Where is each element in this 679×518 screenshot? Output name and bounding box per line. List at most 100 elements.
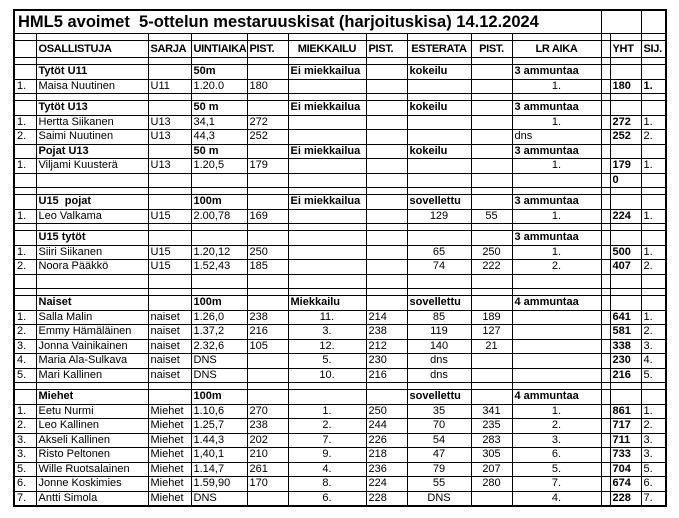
total-cell: 500 xyxy=(609,244,642,260)
swim-points-cell xyxy=(246,288,289,296)
spacer-cell xyxy=(600,309,611,325)
rank-cell xyxy=(13,223,37,231)
swim-time-cell: 1.20,12 xyxy=(190,244,248,260)
place-cell: 5. xyxy=(640,461,667,477)
spacer-cell xyxy=(600,490,611,507)
section-row: Miehet 100m sovellettu 4 ammuntaa xyxy=(13,389,667,405)
fencing-points-cell xyxy=(365,78,408,94)
fencing-cell xyxy=(287,208,367,224)
obstacle-points-cell xyxy=(470,78,513,94)
obstacle-cell: sovellettu xyxy=(406,389,472,405)
sarja-cell: Miehet xyxy=(147,476,192,492)
name-cell: Maisa Nuutinen xyxy=(35,78,149,94)
laser-run-cell: 7. xyxy=(511,476,602,492)
place-cell: 2. xyxy=(640,259,667,275)
fencing-cell: 12. xyxy=(287,338,367,354)
total-cell: 717 xyxy=(609,418,642,434)
table-row xyxy=(13,273,667,289)
name-cell: Noora Pääkkö xyxy=(35,259,149,275)
swim-time-cell xyxy=(190,172,248,188)
swim-points-cell: 250 xyxy=(246,244,289,260)
sarja-cell xyxy=(147,230,192,246)
swim-points-cell: 252 xyxy=(246,129,289,145)
swim-time-cell: 1.59,90 xyxy=(190,476,248,492)
rank-cell: 2. xyxy=(13,418,37,434)
place-cell xyxy=(640,230,667,246)
swim-time-cell xyxy=(190,33,248,41)
swim-points-cell: 238 xyxy=(246,418,289,434)
obstacle-cell: 54 xyxy=(406,432,472,448)
rank-cell: 1. xyxy=(13,244,37,260)
laser-run-cell xyxy=(511,33,602,41)
name-cell: Tytöt U13 xyxy=(35,100,149,116)
spacer-cell xyxy=(600,57,611,65)
rank-cell xyxy=(13,93,37,101)
obstacle-cell xyxy=(406,187,472,195)
section-row: U15 tytöt 3 ammuntaa xyxy=(13,230,667,246)
swim-points-cell xyxy=(246,382,289,390)
total-cell: 338 xyxy=(609,338,642,354)
fencing-points-cell: 244 xyxy=(365,418,408,434)
rank-cell xyxy=(13,100,37,116)
sarja-cell: naiset xyxy=(147,324,192,340)
swim-points-cell: 270 xyxy=(246,403,289,419)
name-cell: U15 pojat xyxy=(35,194,149,210)
swim-time-cell xyxy=(190,288,248,296)
fencing-points-cell xyxy=(365,223,408,231)
obstacle-cell xyxy=(406,288,472,296)
swim-time-cell: 100m xyxy=(190,194,248,210)
spacer-cell xyxy=(600,389,611,405)
name-cell xyxy=(35,93,149,101)
sarja-cell: naiset xyxy=(147,367,192,383)
name-cell: Saimi Nuutinen xyxy=(35,129,149,145)
rank-cell xyxy=(13,194,37,210)
column-header: ESTERATA xyxy=(406,40,472,58)
spacer-cell xyxy=(600,288,611,296)
obstacle-points-cell: 250 xyxy=(470,244,513,260)
swim-points-cell xyxy=(246,143,289,159)
table-row: 4. Maria Ala-Sulkava naiset DNS 5. 230 dns 230 4… xyxy=(13,353,667,369)
obstacle-cell xyxy=(406,172,472,188)
rank-cell xyxy=(13,64,37,80)
swim-points-cell xyxy=(246,389,289,405)
fencing-cell xyxy=(287,93,367,101)
fencing-cell xyxy=(287,114,367,130)
name-cell xyxy=(35,57,149,65)
rank-cell: 1. xyxy=(13,158,37,174)
swim-time-cell xyxy=(190,57,248,65)
total-cell: 272 xyxy=(609,114,642,130)
spacer-row xyxy=(13,288,667,296)
results-sheet: HML5 avoimet 5-ottelun mestaruuskisat (h… xyxy=(13,9,668,507)
rank-cell xyxy=(13,172,37,188)
obstacle-cell: 47 xyxy=(406,447,472,463)
laser-run-cell: 2. xyxy=(511,259,602,275)
fencing-points-cell: 236 xyxy=(365,461,408,477)
fencing-points-cell xyxy=(365,244,408,260)
fencing-points-cell xyxy=(365,143,408,159)
fencing-points-cell: 230 xyxy=(365,353,408,369)
swim-time-cell xyxy=(190,187,248,195)
obstacle-points-cell xyxy=(470,230,513,246)
place-cell: 6. xyxy=(640,476,667,492)
spacer-cell xyxy=(600,114,611,130)
sarja-cell xyxy=(147,57,192,65)
place-cell: 2. xyxy=(640,418,667,434)
fencing-cell xyxy=(287,172,367,188)
obstacle-points-cell xyxy=(470,143,513,159)
obstacle-points-cell xyxy=(470,288,513,296)
fencing-points-cell xyxy=(365,295,408,311)
place-cell: 3. xyxy=(640,447,667,463)
fencing-points-cell: 216 xyxy=(365,367,408,383)
spacer-cell xyxy=(600,129,611,145)
obstacle-points-cell xyxy=(470,172,513,188)
laser-run-cell xyxy=(511,57,602,65)
swim-time-cell: 1.25,7 xyxy=(190,418,248,434)
laser-run-cell xyxy=(511,172,602,188)
laser-run-cell: 1. xyxy=(511,208,602,224)
rank-cell xyxy=(13,187,37,195)
rank-cell: 1. xyxy=(13,114,37,130)
obstacle-points-cell: 235 xyxy=(470,418,513,434)
rank-cell: 4. xyxy=(13,353,37,369)
obstacle-points-cell xyxy=(470,57,513,65)
place-cell xyxy=(640,143,667,159)
